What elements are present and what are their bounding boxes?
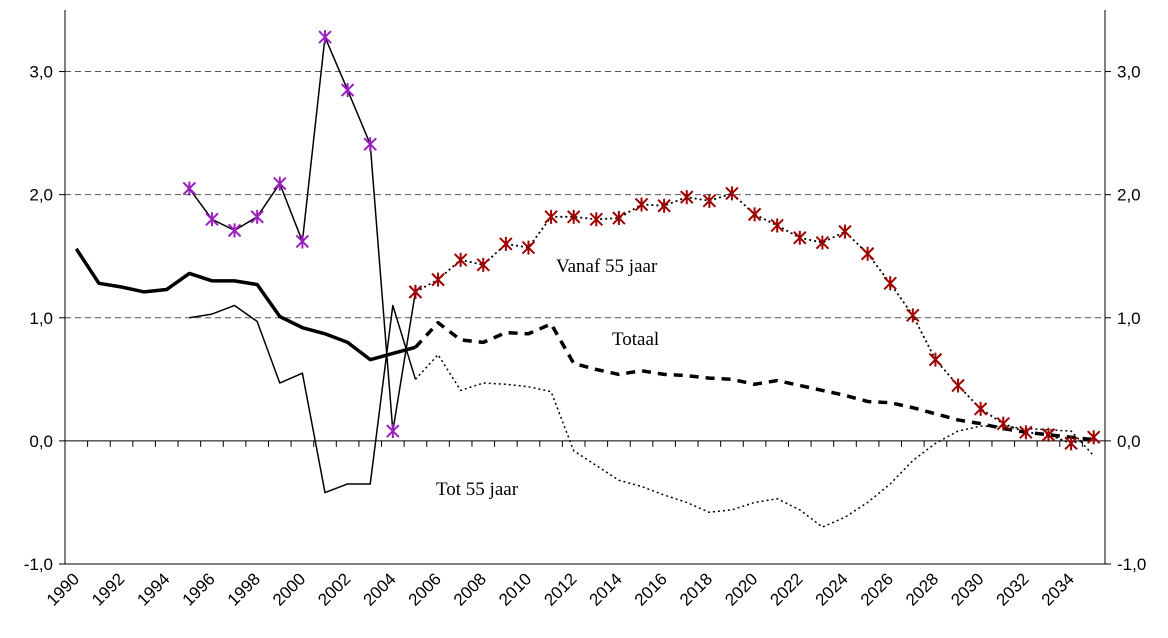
x-tick-label: 2024 bbox=[812, 569, 852, 609]
x-tick-label: 2004 bbox=[359, 569, 399, 609]
x-tick-label: 2000 bbox=[269, 569, 309, 609]
x-tick-label: 2026 bbox=[857, 569, 897, 609]
x-tick-label: 2030 bbox=[947, 569, 987, 609]
x-tick-label: 2002 bbox=[314, 569, 354, 609]
marker bbox=[634, 197, 649, 212]
x-tick-label: 2008 bbox=[450, 569, 490, 609]
marker bbox=[815, 235, 830, 250]
x-tick-label: 1994 bbox=[133, 569, 173, 609]
marker bbox=[657, 198, 671, 213]
x-tick-label: 2016 bbox=[631, 569, 671, 609]
x-tick-label: 1992 bbox=[88, 569, 128, 609]
marker bbox=[589, 212, 604, 227]
marker bbox=[996, 416, 1010, 431]
x-tick-label: 2012 bbox=[540, 569, 580, 609]
marker bbox=[318, 30, 332, 45]
marker bbox=[906, 308, 920, 323]
y-tick-label: 1,0 bbox=[29, 309, 53, 328]
marker bbox=[386, 424, 400, 439]
marker bbox=[227, 223, 242, 238]
marker bbox=[1019, 425, 1033, 440]
marker bbox=[250, 209, 264, 224]
marker bbox=[182, 181, 197, 196]
marker bbox=[431, 272, 445, 287]
y-tick-label: -1,0 bbox=[24, 555, 53, 574]
marker bbox=[544, 209, 558, 224]
series-line bbox=[188, 36, 417, 432]
marker bbox=[1086, 430, 1101, 445]
marker bbox=[340, 83, 355, 98]
marker bbox=[408, 284, 423, 299]
marker bbox=[273, 176, 287, 191]
x-tick-label: 2010 bbox=[495, 569, 535, 609]
x-tick-label: 2034 bbox=[1038, 569, 1078, 609]
y2-tick-label: 1,0 bbox=[1117, 309, 1141, 328]
y2-tick-label: 0,0 bbox=[1117, 432, 1141, 451]
annotation: Vanaf 55 jaar bbox=[556, 256, 658, 277]
marker bbox=[793, 230, 807, 245]
marker bbox=[770, 218, 784, 233]
y2-tick-label: 3,0 bbox=[1117, 63, 1141, 82]
x-tick-label: 2032 bbox=[993, 569, 1033, 609]
series-line bbox=[414, 353, 1095, 528]
marker bbox=[363, 137, 377, 152]
marker bbox=[860, 246, 875, 261]
y2-tick-label: 2,0 bbox=[1117, 186, 1141, 205]
marker bbox=[295, 234, 310, 249]
marker bbox=[205, 212, 219, 227]
marker bbox=[521, 240, 536, 255]
marker bbox=[476, 257, 490, 272]
x-tick-label: 2020 bbox=[721, 569, 761, 609]
series-line bbox=[414, 320, 1094, 442]
x-tick-label: 1996 bbox=[179, 569, 219, 609]
y-tick-label: 2,0 bbox=[29, 186, 53, 205]
marker bbox=[951, 378, 965, 393]
series-line bbox=[189, 304, 417, 494]
x-tick-label: 2022 bbox=[766, 569, 806, 609]
series-line bbox=[74, 247, 416, 362]
annotation: Totaal bbox=[612, 329, 659, 350]
y2-tick-label: -1,0 bbox=[1117, 555, 1146, 574]
marker bbox=[747, 207, 762, 222]
series-line bbox=[415, 192, 1094, 445]
x-tick-label: 1998 bbox=[224, 569, 264, 609]
x-tick-label: 2018 bbox=[676, 569, 716, 609]
y-tick-label: 0,0 bbox=[29, 432, 53, 451]
marker bbox=[883, 276, 897, 291]
x-tick-label: 2014 bbox=[586, 569, 626, 609]
marker bbox=[725, 186, 739, 201]
marker bbox=[1064, 436, 1078, 451]
marker bbox=[612, 211, 626, 226]
marker bbox=[973, 401, 988, 416]
marker bbox=[1041, 427, 1056, 442]
y-tick-label: 3,0 bbox=[29, 63, 53, 82]
annotation: Tot 55 jaar bbox=[436, 479, 519, 500]
marker bbox=[566, 209, 581, 224]
marker bbox=[702, 193, 717, 208]
marker bbox=[680, 190, 694, 205]
marker bbox=[453, 252, 468, 267]
marker bbox=[499, 236, 513, 251]
marker bbox=[928, 352, 943, 367]
marker bbox=[838, 224, 852, 239]
x-tick-label: 2006 bbox=[405, 569, 445, 609]
x-tick-label: 2028 bbox=[902, 569, 942, 609]
x-tick-label: 1990 bbox=[43, 569, 83, 609]
